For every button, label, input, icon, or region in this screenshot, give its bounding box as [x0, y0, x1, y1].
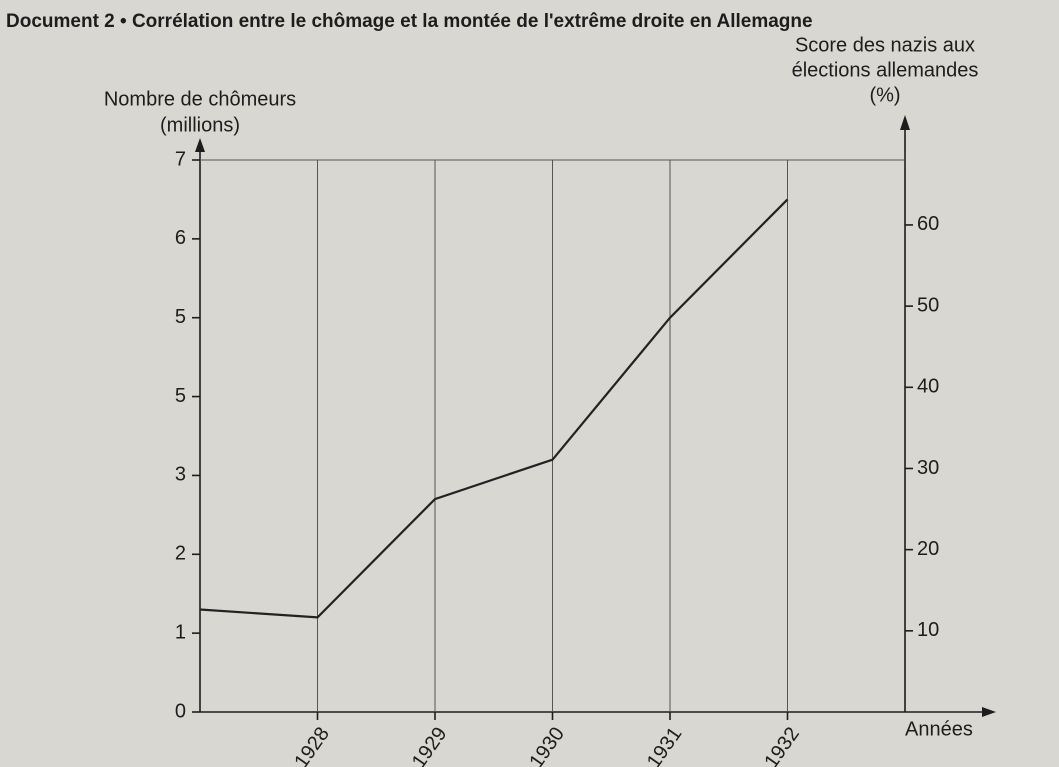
y-tick-label: 0 [175, 700, 186, 722]
y-tick-label: 5 [175, 306, 186, 328]
y-tick-label: 1 [175, 621, 186, 643]
x-axis-arrow [982, 707, 996, 717]
chart-title: Document 2 • Corrélation entre le chômag… [6, 11, 813, 32]
y2-tick-label: 40 [917, 376, 939, 398]
y2-tick-label: 10 [917, 619, 939, 641]
y-axis-arrow [195, 138, 205, 152]
y-tick-label: 5 [175, 385, 186, 407]
y2-axis-arrow [900, 115, 910, 130]
x-axis-label: Années [905, 718, 973, 740]
y2-tick-label: 30 [917, 457, 939, 479]
y2-tick-label: 50 [917, 294, 939, 316]
y-tick-label: 3 [175, 464, 186, 486]
y2-axis-label: Score des nazis aux [795, 34, 975, 56]
y-tick-label: 7 [175, 148, 186, 170]
y2-tick-label: 20 [917, 538, 939, 560]
y-tick-label: 6 [175, 227, 186, 249]
y2-axis-label: (%) [869, 84, 900, 106]
y-tick-label: 2 [175, 543, 186, 565]
y2-tick-label: 60 [917, 213, 939, 235]
data-line [199, 198, 789, 619]
y-axis-label: Nombre de chômeurs [104, 88, 296, 110]
y2-axis-label: élections allemandes [792, 59, 979, 81]
y-axis-label: (millions) [160, 114, 240, 136]
